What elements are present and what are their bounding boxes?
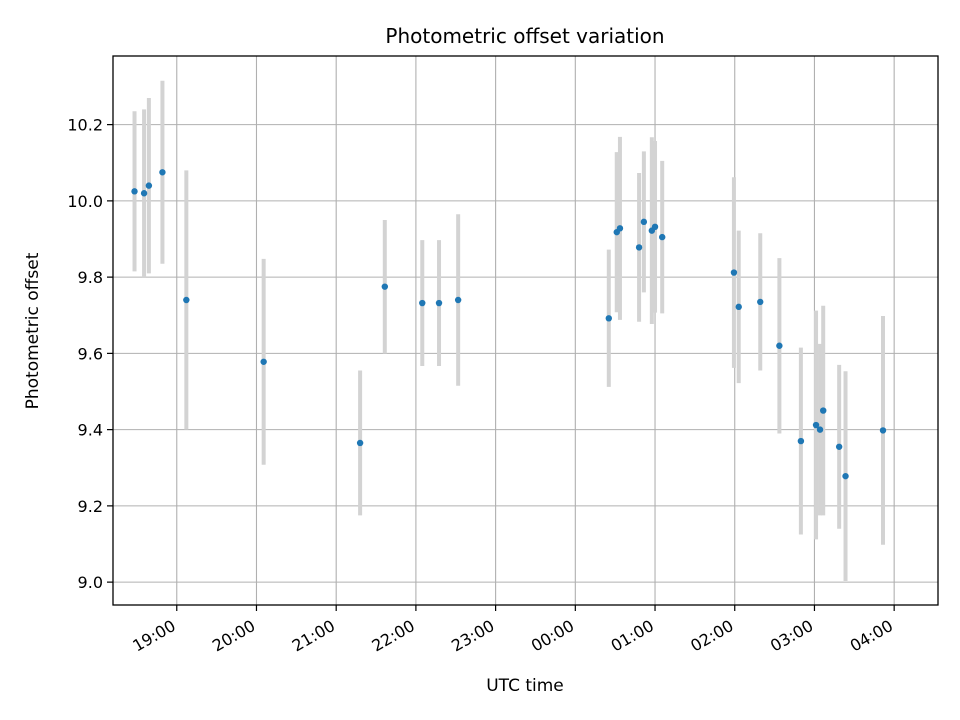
- y-tick-label: 9.0: [78, 573, 103, 592]
- x-tick-label: 01:00: [608, 616, 657, 656]
- data-point: [651, 223, 659, 230]
- x-tick-label: 02:00: [687, 616, 736, 656]
- data-point: [757, 298, 764, 306]
- y-tick-label: 9.2: [78, 497, 103, 516]
- data-point: [145, 182, 153, 189]
- y-axis-ticks: 9.0 9.2 9.4 9.6 9.8 10.0 10.2: [67, 116, 113, 592]
- data-point: [454, 296, 462, 304]
- data-point: [140, 190, 148, 197]
- data-point: [820, 407, 827, 414]
- x-tick-label: 00:00: [528, 616, 577, 656]
- data-point: [635, 244, 643, 251]
- data-point: [419, 299, 426, 307]
- chart-title: Photometric offset variation: [385, 24, 664, 48]
- data-points: [131, 169, 887, 480]
- x-tick-label: 04:00: [847, 616, 896, 656]
- plot-frame: [112, 55, 939, 606]
- data-point: [797, 437, 805, 445]
- data-point: [260, 358, 267, 365]
- data-point: [640, 218, 648, 226]
- y-tick-label: 10.0: [67, 192, 103, 211]
- x-tick-label: 03:00: [767, 616, 816, 656]
- x-tick-label: 23:00: [448, 616, 497, 656]
- grid-lines: [113, 56, 938, 605]
- x-axis-label: UTC time: [486, 676, 564, 696]
- y-tick-label: 9.4: [78, 421, 103, 440]
- x-axis-ticks: 19:00 20:00 21:00 22:00 23:00 00:00 01:00 02:00…: [129, 605, 896, 656]
- data-point: [879, 427, 887, 434]
- data-point: [183, 296, 190, 304]
- data-point: [605, 315, 612, 322]
- x-tick-label: 21:00: [289, 616, 338, 656]
- y-tick-label: 9.8: [78, 268, 103, 287]
- data-point: [816, 426, 824, 433]
- data-point: [356, 439, 364, 447]
- x-tick-label: 22:00: [368, 616, 417, 656]
- data-point: [659, 233, 666, 241]
- data-point: [835, 443, 843, 450]
- data-point: [812, 421, 820, 429]
- data-point: [842, 472, 849, 480]
- data-point: [131, 188, 138, 195]
- x-tick-label: 19:00: [129, 616, 178, 656]
- y-tick-label: 10.2: [67, 116, 103, 135]
- x-tick-label: 20:00: [209, 616, 258, 656]
- data-point: [616, 225, 624, 232]
- data-point: [776, 342, 783, 349]
- y-tick-label: 9.6: [78, 344, 103, 363]
- data-point: [730, 269, 738, 276]
- data-point: [735, 303, 742, 311]
- data-point: [435, 299, 443, 307]
- data-point: [381, 283, 389, 290]
- y-axis-label: Photometric offset: [23, 252, 43, 409]
- data-point: [159, 169, 166, 176]
